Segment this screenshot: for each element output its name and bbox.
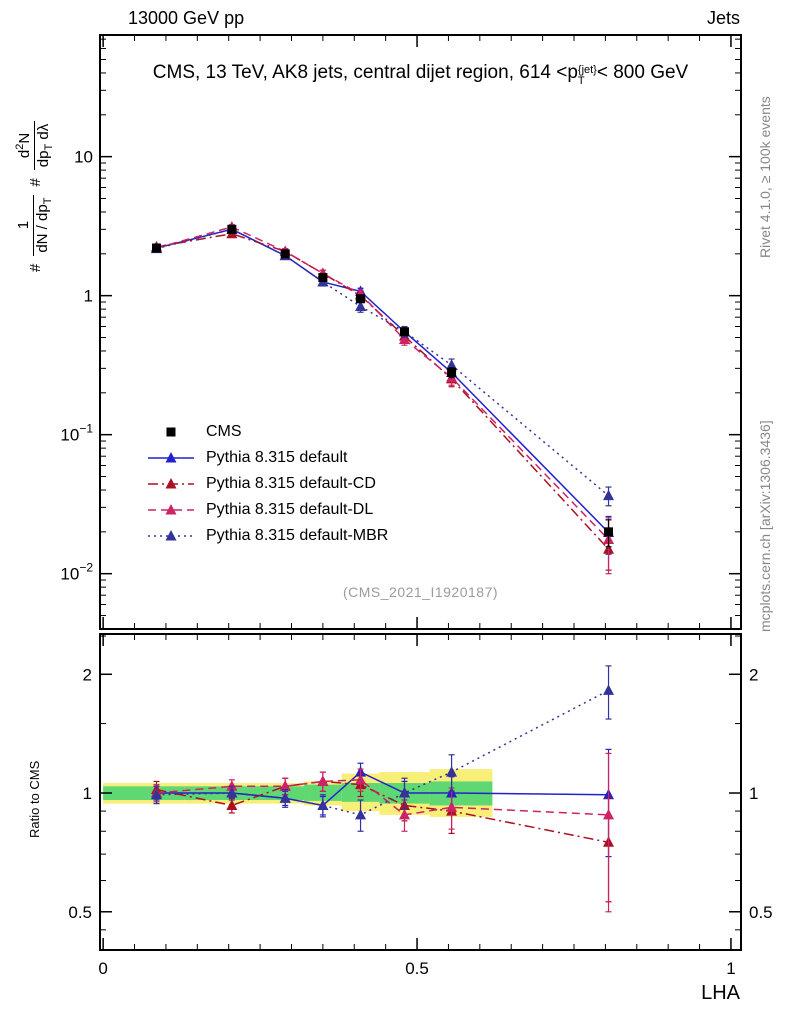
- mcplots-arxiv-note: mcplots.cern.ch [arXiv:1306.3436]: [757, 420, 773, 632]
- data-marker: [603, 489, 615, 501]
- x-tick-label: 1: [726, 959, 735, 978]
- ratio-axis-title: Ratio to CMS: [27, 760, 42, 838]
- legend: CMS Pythia 8.315 default Pythia 8.315 defa…: [148, 419, 388, 549]
- y-tick-label: 10−1: [60, 422, 93, 445]
- ratio-tick-label-left: 0.5: [68, 903, 92, 922]
- series-line: [156, 232, 610, 550]
- hash-symbol: #: [26, 263, 44, 272]
- plot-title: CMS, 13 TeV, AK8 jets, central dijet reg…: [100, 62, 741, 87]
- hash-symbol: #: [26, 178, 44, 187]
- process-label: Jets: [706, 8, 740, 28]
- main-panel-frame: [99, 34, 742, 630]
- series-line: [156, 689, 609, 816]
- data-marker: [603, 808, 615, 820]
- legend-item: Pythia 8.315 default: [148, 445, 388, 471]
- data-marker: [226, 780, 238, 791]
- series-line: [156, 780, 609, 844]
- beam-energy-label: 13000 GeV pp: [128, 8, 245, 28]
- ratio-tick-label-right: 0.5: [749, 903, 773, 922]
- data-marker: [152, 243, 162, 253]
- data-marker: [398, 333, 410, 344]
- pt-jet-sup: {jet}: [577, 64, 597, 76]
- data-marker: [604, 527, 614, 537]
- ratio-tick-label-left: 1: [83, 784, 92, 803]
- data-marker: [398, 787, 410, 798]
- data-marker: [399, 327, 409, 337]
- x-tick-label: 0.5: [405, 959, 429, 978]
- y-tick-label: 10: [74, 148, 93, 167]
- legend-marker: [148, 478, 194, 489]
- plot-title-pre: CMS, 13 TeV, AK8 jets, central dijet reg…: [152, 62, 578, 83]
- series-reference: [152, 224, 614, 548]
- data-marker: [317, 799, 329, 810]
- legend-marker: [148, 530, 194, 541]
- legend-item: Pythia 8.315 default-MBR: [148, 523, 388, 549]
- y-axis-title: # 1 dN / dpT # d2N dpT dλ: [12, 120, 58, 272]
- series-line: [156, 228, 610, 497]
- pt-jet-supsub: {jet} T: [578, 65, 597, 87]
- data-marker: [279, 780, 291, 791]
- x-tick-label: 0: [98, 959, 107, 978]
- y-tick-label: 10−2: [60, 561, 93, 584]
- data-marker: [226, 799, 238, 810]
- series-ratio: [151, 665, 615, 832]
- data-marker: [603, 684, 615, 695]
- series-line: [156, 226, 610, 541]
- analysis-id-watermark: (CMS_2021_I1920187): [342, 584, 499, 600]
- legend-label: Pythia 8.315 default: [206, 449, 348, 466]
- green-band-bin: [103, 786, 185, 801]
- data-marker: [446, 801, 458, 812]
- data-marker: [279, 792, 291, 803]
- data-marker: [280, 249, 290, 259]
- ratio-tick-label-right: 2: [749, 665, 758, 684]
- legend-marker: [148, 452, 194, 463]
- x-axis-title: LHA: [701, 982, 740, 1004]
- data-marker: [226, 787, 238, 798]
- data-marker: [151, 788, 163, 800]
- ratio-tick-label-right: 1: [749, 784, 758, 803]
- legend-label: CMS: [206, 423, 242, 440]
- data-marker: [355, 808, 367, 820]
- legend-item: Pythia 8.315 default-DL: [148, 497, 388, 523]
- series-line: [156, 779, 609, 816]
- legend-label: Pythia 8.315 default-MBR: [206, 527, 389, 544]
- data-marker: [355, 300, 367, 311]
- data-marker: [318, 273, 328, 283]
- data-marker: [317, 775, 329, 786]
- legend-item: Pythia 8.315 default-CD: [148, 471, 388, 497]
- data-marker: [355, 773, 367, 785]
- data-marker: [447, 368, 457, 378]
- data-marker: [227, 224, 237, 234]
- data-marker: [446, 766, 458, 777]
- legend-marker: [166, 427, 176, 437]
- fraction-one-over-dndpt: 1 dN / dpT: [14, 194, 55, 256]
- series-line: [156, 228, 610, 533]
- legend-marker: [148, 504, 194, 515]
- data-marker: [398, 808, 410, 820]
- legend-label: Pythia 8.315 default-DL: [206, 501, 374, 518]
- legend-item: CMS: [148, 419, 388, 445]
- rivet-version-note: Rivet 4.1.0, ≥ 100k events: [757, 96, 773, 258]
- legend-label: Pythia 8.315 default-CD: [206, 475, 376, 492]
- pt-jet-sub: T: [577, 75, 585, 87]
- plot-title-post: < 800 GeV: [596, 62, 689, 83]
- y-tick-label: 1: [84, 287, 93, 306]
- data-marker: [356, 294, 366, 304]
- ratio-panel-frame: [99, 633, 742, 951]
- ratio-tick-label-left: 2: [83, 665, 92, 684]
- data-marker: [446, 359, 458, 370]
- fraction-d2n: d2N dpT dλ: [13, 120, 56, 171]
